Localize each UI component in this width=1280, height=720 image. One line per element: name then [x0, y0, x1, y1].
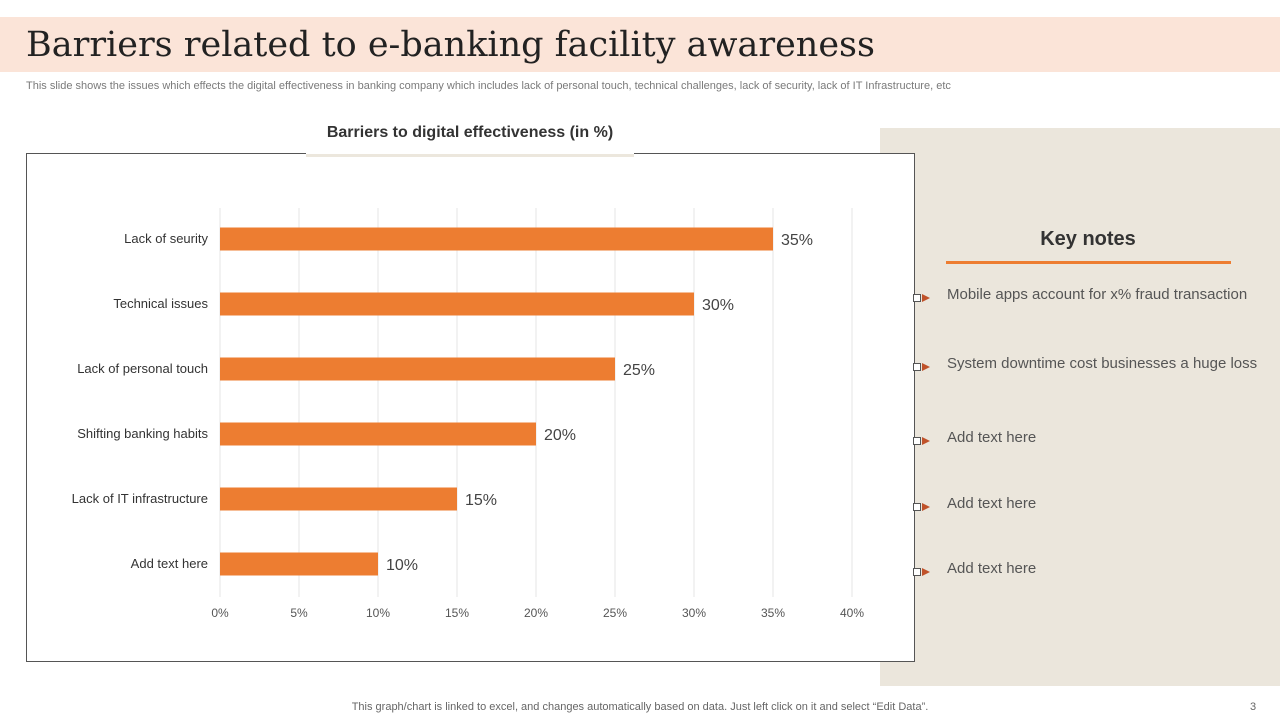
- bullet-arrow-icon: [913, 290, 931, 302]
- key-note-item: Mobile apps account for x% fraud transac…: [947, 286, 1248, 303]
- data-label: 10%: [386, 557, 418, 574]
- x-tick-label: 35%: [761, 606, 785, 620]
- slide-title: Barriers related to e-banking facility a…: [26, 25, 875, 65]
- x-tick-label: 10%: [366, 606, 390, 620]
- footer-note: This graph/chart is linked to excel, and…: [351, 701, 929, 713]
- bar: [220, 487, 457, 511]
- slide-subtitle: This slide shows the issues which effect…: [26, 80, 951, 92]
- key-notes-title: Key notes: [1040, 228, 1136, 250]
- x-tick-label: 5%: [290, 606, 308, 620]
- category-label: Add text here: [131, 556, 208, 571]
- title-band: [0, 17, 1280, 72]
- bar: [220, 422, 536, 446]
- bar: [220, 227, 773, 251]
- chart-title: Barriers to digital effectiveness (in %): [306, 122, 634, 157]
- data-label: 15%: [465, 492, 497, 509]
- x-tick-label: 25%: [603, 606, 627, 620]
- data-label: 25%: [623, 362, 655, 379]
- page-number: 3: [1250, 701, 1257, 713]
- key-notes-underline: [946, 261, 1231, 264]
- x-tick-label: 15%: [445, 606, 469, 620]
- bullet-arrow-icon: [913, 499, 931, 511]
- category-label: Shifting banking habits: [77, 426, 208, 441]
- bullet-arrow-icon: [913, 359, 931, 371]
- bar: [220, 357, 615, 381]
- x-tick-label: 30%: [682, 606, 706, 620]
- bullet-arrow-icon: [913, 564, 931, 576]
- x-tick-label: 20%: [524, 606, 548, 620]
- category-label: Lack of seurity: [124, 231, 208, 246]
- key-note-item: Add text here: [947, 495, 1037, 512]
- data-label: 20%: [544, 427, 576, 444]
- x-tick-label: 40%: [840, 606, 864, 620]
- data-label: 35%: [781, 232, 813, 249]
- bar: [220, 552, 378, 576]
- key-note-item: Add text here: [947, 429, 1037, 446]
- bullet-arrow-icon: [913, 433, 931, 445]
- bar: [220, 292, 694, 316]
- key-notes-panel: [880, 128, 1280, 686]
- data-label: 30%: [702, 297, 734, 314]
- category-label: Lack of IT infrastructure: [72, 491, 208, 506]
- x-tick-label: 0%: [211, 606, 229, 620]
- key-note-item: System downtime cost businesses a huge l…: [947, 355, 1258, 372]
- key-note-item: Add text here: [947, 560, 1037, 577]
- category-label: Lack of personal touch: [77, 361, 208, 376]
- category-label: Technical issues: [113, 296, 208, 311]
